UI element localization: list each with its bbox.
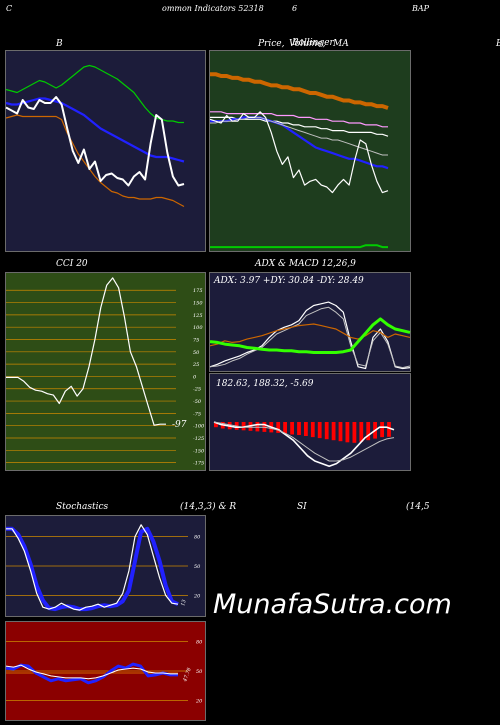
cci-tick-label: -100 [193,424,205,430]
cci-tick-label: -150 [193,448,205,454]
cci-title: CCI 20 [56,259,88,269]
rsi-params: (14,5 [406,502,430,512]
macd-histogram-bar [380,422,384,438]
price-title: Price, [258,39,285,49]
macd-histogram-bar [359,422,364,442]
cci-tick-label: 100 [193,325,203,331]
macd-histogram-bar [345,422,350,443]
macd-label: 182.63, 188.32, -5.69 [216,379,314,389]
cci-tick-label: 75 [193,337,199,343]
rsi-last-value: 47.78 [182,667,193,683]
header-mid: 6 [292,4,298,13]
middle-band-line [5,97,185,163]
cci-tick-label: 50 [193,350,200,356]
macd-histogram-bar [304,422,308,436]
stochastics-title: Stochastics [56,502,109,512]
ma-title: MA [333,39,349,49]
rsi-title: SI [297,502,307,512]
macd-histogram-bar [241,422,246,431]
ma-pink-line [210,111,388,128]
adx-line [209,301,411,370]
adx-chart: ADX: 3.97 +DY: 30.84 -DY: 28.49 [209,276,411,370]
bollinger-word-title: Bollinger [292,38,334,48]
price-ma-panel [209,50,411,252]
macd-histogram-bar [214,422,218,428]
adx-label: ADX: 3.97 +DY: 30.84 -DY: 28.49 [213,276,364,286]
rsi-chart: 80 50 20 47.78 [5,640,203,704]
stochastics-k-line [6,524,179,611]
cci-tick-label: -125 [193,436,204,442]
stochastics-chart: 80 50 20 13 [6,524,201,612]
macd-signal-line [213,421,395,462]
plus-dy-line [209,306,411,369]
volume-title: Volume, [289,39,326,49]
minus-dy-line [209,323,411,347]
macd-histogram-bar [283,422,287,434]
rsi-tick-label: 20 [195,698,203,704]
stochastics-params: (14,3,3) & R [180,502,237,512]
macd-histogram-bar [317,422,322,439]
lower-band-line [5,114,185,208]
adx-macd-title: ADX & MACD 12,26,9 [255,259,356,269]
adx-panel: ADX: 3.97 +DY: 30.84 -DY: 28.49 [209,272,411,372]
adx-green-line [209,317,411,354]
macd-chart: 182.63, 188.32, -5.69 [213,379,395,467]
right-edge-title: B [496,39,500,49]
stochastics-last-value: 13 [180,599,187,607]
macd-histogram-bar [255,422,260,432]
macd-histogram-bar [324,422,329,440]
watermark: MunafaSutra.com [213,589,452,620]
cci-tick-label: -75 [193,411,201,417]
rsi-panel: 80 50 20 47.78 [5,621,206,721]
rsi-tick-label: 50 [196,669,203,675]
cci-line [6,277,166,426]
rsi-tick-label: 80 [196,640,203,646]
cci-tick-label: 25 [192,362,199,368]
stochastics-panel: 80 50 20 13 [5,515,206,617]
macd-histogram-bar [297,422,301,435]
cci-tick-label: -175 [193,461,204,467]
macd-histogram-bar [352,422,357,443]
bollinger-title: B [56,39,63,49]
ma-orange-line [210,72,389,110]
macd-histogram-bar [276,422,281,433]
cci-chart: 175 150 125 100 75 50 25 0 -25 -50 -75 -100 -125 -150… [6,277,205,467]
cci-tick-label: 175 [193,288,203,294]
upper-band-line [5,64,184,124]
cci-last-value: -97 [172,420,187,430]
cci-tick-label: 125 [193,313,203,319]
bollinger-panel [5,50,206,252]
macd-panel: 182.63, 188.32, -5.69 [209,373,411,471]
macd-histogram-bar [290,422,294,435]
macd-histogram-bar [366,422,371,441]
macd-histogram-bar [310,422,315,438]
bollinger-chart [5,64,185,208]
macd-histogram-bar [387,422,391,437]
cci-tick-label: 0 [193,374,197,380]
price-line [5,96,185,187]
cci-tick-label: -50 [193,399,202,405]
stochastics-tick-label: 50 [194,564,201,570]
rsi-white-line [5,664,178,680]
macd-histogram-bar [338,422,343,442]
header-right: BAP [412,4,430,13]
price-line [209,111,389,194]
cci-panel: 175 150 125 100 75 50 25 0 -25 -50 -75 -100 -125 -150… [5,272,206,471]
stochastics-tick-label: 80 [194,535,201,541]
header-left: C [6,4,13,13]
stochastics-d-line [6,526,179,612]
header-center: ommon Indicators 52318 [162,4,264,13]
cci-tick-label: 150 [193,301,203,307]
price-ma-chart [209,72,389,249]
volume-line [210,244,388,249]
cci-tick-label: -25 [193,387,201,393]
stochastics-tick-label: 20 [193,593,201,599]
macd-histogram-bar [331,422,336,441]
